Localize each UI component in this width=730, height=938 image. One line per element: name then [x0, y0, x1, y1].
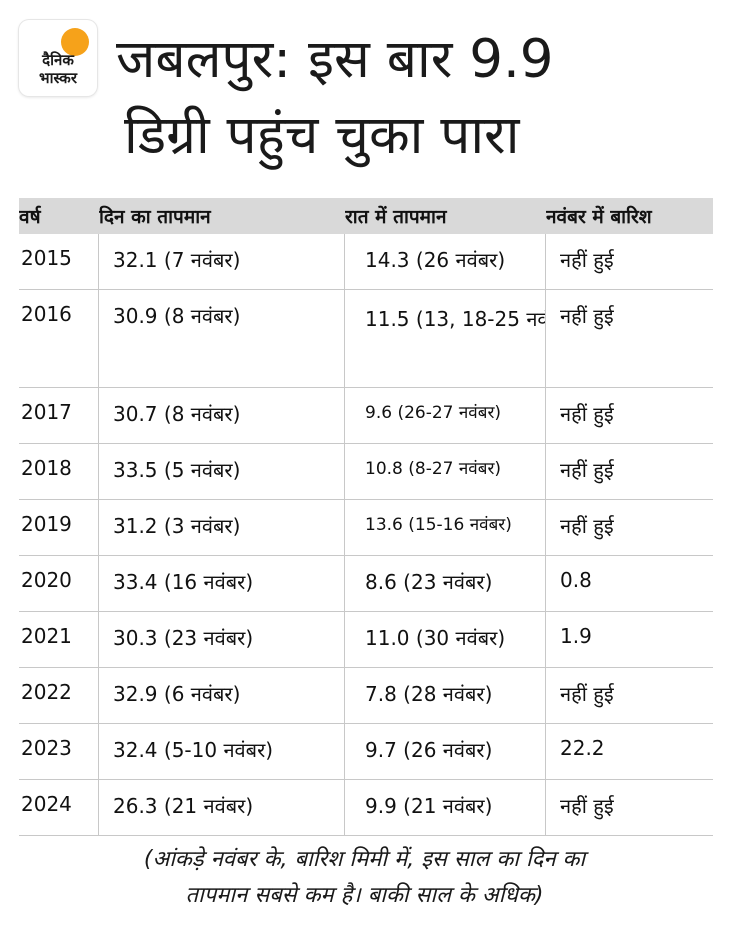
cell-rain: 1.9	[545, 611, 713, 668]
logo-sun-icon	[61, 28, 89, 56]
cell-year: 2016	[19, 289, 99, 388]
table-row: 2022 32.9 (6 नवंबर) 7.8 (28 नवंबर) नहीं …	[19, 667, 713, 724]
cell-rain: नहीं हुई	[545, 667, 713, 724]
cell-day-temp: 30.9 (8 नवंबर)	[98, 289, 345, 388]
cell-year: 2020	[19, 555, 99, 612]
cell-rain: नहीं हुई	[545, 289, 713, 388]
cell-rain: नहीं हुई	[545, 779, 713, 836]
cell-night-temp: 11.5 (13, 18-25 नवंबर)	[344, 289, 546, 388]
logo-text-line1: दैनिक	[42, 51, 74, 69]
footnote: (आंकड़े नवंबर के, बारिश मिमी में, इस साल…	[19, 842, 710, 914]
brand-logo: दैनिक भास्कर	[19, 20, 97, 96]
cell-day-temp: 32.4 (5-10 नवंबर)	[98, 723, 345, 780]
cell-day-temp: 30.3 (23 नवंबर)	[98, 611, 345, 668]
cell-rain: नहीं हुई	[545, 387, 713, 444]
column-header-rain: नवंबर में बारिश	[545, 198, 713, 234]
table-row: 2016 30.9 (8 नवंबर) 11.5 (13, 18-25 नवंब…	[19, 289, 713, 388]
column-header-year: वर्ष	[19, 198, 99, 234]
cell-rain: 22.2	[545, 723, 713, 780]
cell-rain: नहीं हुई	[545, 234, 713, 290]
table-row: 2018 33.5 (5 नवंबर) 10.8 (8-27 नवंबर) नह…	[19, 443, 713, 500]
logo-text-line2: भास्कर	[39, 69, 77, 87]
cell-night-temp: 7.8 (28 नवंबर)	[344, 667, 546, 724]
cell-rain: 0.8	[545, 555, 713, 612]
cell-day-temp: 32.1 (7 नवंबर)	[98, 234, 345, 290]
cell-day-temp: 33.5 (5 नवंबर)	[98, 443, 345, 500]
cell-year: 2017	[19, 387, 99, 444]
cell-night-temp: 9.7 (26 नवंबर)	[344, 723, 546, 780]
cell-day-temp: 30.7 (8 नवंबर)	[98, 387, 345, 444]
cell-night-temp: 9.6 (26-27 नवंबर)	[344, 387, 546, 444]
footnote-line1: (आंकड़े नवंबर के, बारिश मिमी में, इस साल…	[143, 847, 586, 872]
cell-day-temp: 32.9 (6 नवंबर)	[98, 667, 345, 724]
column-header-night-temp: रात में तापमान	[344, 198, 546, 234]
cell-night-temp: 8.6 (23 नवंबर)	[344, 555, 546, 612]
table-row: 2017 30.7 (8 नवंबर) 9.6 (26-27 नवंबर) नह…	[19, 387, 713, 444]
cell-year: 2021	[19, 611, 99, 668]
column-header-day-temp: दिन का तापमान	[98, 198, 345, 234]
temperature-table: वर्ष दिन का तापमान रात में तापमान नवंबर …	[19, 198, 713, 836]
cell-night-temp: 9.9 (21 नवंबर)	[344, 779, 546, 836]
cell-day-temp: 31.2 (3 नवंबर)	[98, 499, 345, 556]
cell-day-temp: 33.4 (16 नवंबर)	[98, 555, 345, 612]
table-row: 2023 32.4 (5-10 नवंबर) 9.7 (26 नवंबर) 22…	[19, 723, 713, 780]
cell-year: 2022	[19, 667, 99, 724]
cell-night-temp: 14.3 (26 नवंबर)	[344, 234, 546, 290]
page-title-line2: डिग्री पहुंच चुका पारा	[124, 105, 520, 166]
cell-night-temp: 11.0 (30 नवंबर)	[344, 611, 546, 668]
cell-rain: नहीं हुई	[545, 499, 713, 556]
cell-year: 2024	[19, 779, 99, 836]
table-row: 2019 31.2 (3 नवंबर) 13.6 (15-16 नवंबर) न…	[19, 499, 713, 556]
cell-night-temp: 10.8 (8-27 नवंबर)	[344, 443, 546, 500]
cell-year: 2019	[19, 499, 99, 556]
cell-year: 2018	[19, 443, 99, 500]
cell-night-temp: 13.6 (15-16 नवंबर)	[344, 499, 546, 556]
table-row: 2020 33.4 (16 नवंबर) 8.6 (23 नवंबर) 0.8	[19, 555, 713, 612]
table-row: 2015 32.1 (7 नवंबर) 14.3 (26 नवंबर) नहीं…	[19, 234, 713, 290]
cell-year: 2023	[19, 723, 99, 780]
page-title-line1: जबलपुर: इस बार 9.9	[116, 29, 554, 90]
footnote-line2: तापमान सबसे कम है। बाकी साल के अधिक)	[185, 883, 544, 908]
cell-day-temp: 26.3 (21 नवंबर)	[98, 779, 345, 836]
table-header-row: वर्ष दिन का तापमान रात में तापमान नवंबर …	[19, 198, 713, 234]
page-title: जबलपुर: इस बार 9.9 डिग्री पहुंच चुका पार…	[116, 22, 716, 174]
cell-rain: नहीं हुई	[545, 443, 713, 500]
table-row: 2021 30.3 (23 नवंबर) 11.0 (30 नवंबर) 1.9	[19, 611, 713, 668]
table-row: 2024 26.3 (21 नवंबर) 9.9 (21 नवंबर) नहीं…	[19, 779, 713, 836]
cell-year: 2015	[19, 234, 99, 290]
